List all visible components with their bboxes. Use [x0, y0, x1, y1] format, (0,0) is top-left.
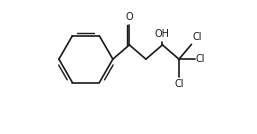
Text: Cl: Cl	[192, 32, 202, 42]
Text: Cl: Cl	[174, 79, 184, 89]
Text: OH: OH	[155, 29, 170, 39]
Text: O: O	[126, 12, 133, 22]
Text: Cl: Cl	[195, 54, 205, 64]
